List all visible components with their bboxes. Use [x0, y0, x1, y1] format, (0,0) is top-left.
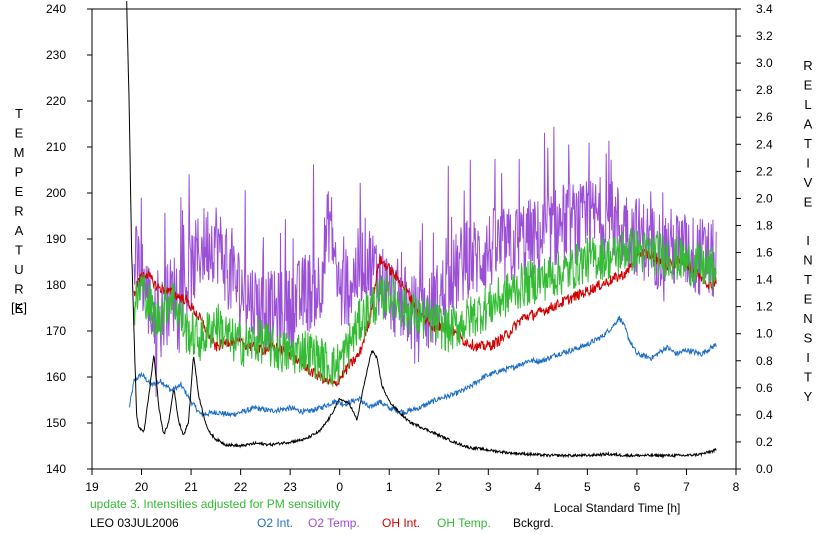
- x-axis-ticks: 19 20 21 22 23 0 1 2 3 4 5 6 7 8: [85, 469, 740, 494]
- legend-entry: O2 Temp.: [308, 516, 360, 530]
- x-tick-label: 21: [184, 480, 198, 494]
- y-right-title-letter: N: [803, 253, 812, 268]
- y-right-tick-label: 2.0: [756, 191, 773, 205]
- y-right-tick-label: 0.2: [756, 435, 773, 449]
- y-right-tick-label: 1.0: [756, 327, 773, 341]
- y-right-title-letter: A: [804, 117, 813, 132]
- y-right-title-letter: N: [803, 311, 812, 326]
- x-tick-label: 0: [336, 480, 343, 494]
- series-line-oh-temp: [133, 228, 717, 387]
- x-tick-label: 2: [435, 480, 442, 494]
- x-tick-label: 8: [733, 480, 740, 494]
- y-left-tick-label: 240: [46, 2, 66, 16]
- y-right-title-letter: I: [806, 156, 810, 171]
- y-left-title-letter: R: [14, 282, 23, 297]
- y-right-title-letter: I: [806, 350, 810, 365]
- y-right-tick-label: 2.4: [756, 137, 773, 151]
- legend: O2 Int. O2 Temp. OH Int. OH Temp. Bckgrd.: [257, 516, 554, 530]
- x-tick-label: 19: [85, 480, 99, 494]
- x-tick-label: 7: [683, 480, 690, 494]
- y-right-title-letter: E: [804, 78, 813, 93]
- legend-entry: OH Temp.: [437, 516, 491, 530]
- y-right-tick-label: 0.0: [756, 462, 773, 476]
- y-right-tick-label: 1.2: [756, 300, 773, 314]
- y-left-tick-label: 200: [46, 186, 66, 200]
- y-right-tick-label: 2.6: [756, 110, 773, 124]
- y-right-title-letter: L: [804, 97, 811, 112]
- y-left-tick-label: 230: [46, 48, 66, 62]
- x-tick-label: 3: [485, 480, 492, 494]
- y-left-title-letter: A: [15, 223, 24, 238]
- y-left-tick-label: 150: [46, 416, 66, 430]
- y-right-tick-label: 3.0: [756, 56, 773, 70]
- series-line-o2-temp: [133, 126, 717, 397]
- legend-entry: Bckgrd.: [513, 516, 554, 530]
- y-right-tick-label: 0.8: [756, 354, 773, 368]
- y-right-title-letter: E: [804, 292, 813, 307]
- y-left-title-letter: R: [14, 204, 23, 219]
- y-left-title-letter: E: [15, 301, 24, 316]
- y-left-title-letter: U: [14, 262, 23, 277]
- y-right-tick-label: 3.4: [756, 2, 773, 16]
- y-left-tick-label: 180: [46, 278, 66, 292]
- y-right-title-letter: T: [804, 136, 812, 151]
- y-left-title-letter: E: [15, 184, 24, 199]
- y-right-title-letter: I: [806, 233, 810, 248]
- note-text: update 3. Intensities adjusted for PM se…: [90, 497, 340, 511]
- y-right-title-letter: S: [804, 331, 813, 346]
- y-left-title-letter: T: [15, 243, 23, 258]
- y-left-tick-label: 160: [46, 370, 66, 384]
- y-right-tick-label: 2.2: [756, 164, 773, 178]
- y-right-tick-label: 2.8: [756, 83, 773, 97]
- y-left-axis-unit: [K]: [11, 300, 27, 315]
- series-layer: [126, 1, 717, 459]
- series-line-o2-int: [128, 315, 717, 418]
- x-tick-label: 5: [584, 480, 591, 494]
- y-left-tick-label: 220: [46, 94, 66, 108]
- y-left-title-letter: M: [14, 145, 25, 160]
- y-right-axis-ticks: 0.0 0.2 0.4 0.6 0.8 1.0 1.2 1.4 1.6 1.8 2.0 2.2 2.4 2…: [736, 2, 773, 476]
- y-right-tick-label: 1.8: [756, 218, 773, 232]
- y-right-title-letter: T: [804, 370, 812, 385]
- y-left-title-letter: P: [15, 165, 24, 180]
- y-right-title-letter: Y: [804, 389, 813, 404]
- x-tick-label: 6: [634, 480, 641, 494]
- y-left-axis-ticks: 140 150 160 170 180 190 200 210 220 230 240: [46, 2, 92, 476]
- y-right-tick-label: 3.2: [756, 29, 773, 43]
- x-tick-label: 20: [135, 480, 149, 494]
- y-right-tick-label: 1.4: [756, 273, 773, 287]
- series-line-bckgrd: [126, 1, 717, 459]
- y-right-title-letter: R: [803, 58, 812, 73]
- y-right-tick-label: 1.6: [756, 246, 773, 260]
- y-left-tick-label: 170: [46, 324, 66, 338]
- y-right-title-letter: E: [804, 195, 813, 210]
- y-left-tick-label: 210: [46, 140, 66, 154]
- x-tick-label: 4: [535, 480, 542, 494]
- y-right-title-letter: T: [804, 272, 812, 287]
- y-right-tick-label: 0.4: [756, 408, 773, 422]
- y-left-title-letter: T: [15, 106, 23, 121]
- x-tick-label: 23: [283, 480, 297, 494]
- x-tick-label: 1: [386, 480, 393, 494]
- x-tick-label: 22: [234, 480, 248, 494]
- legend-entry: O2 Int.: [257, 516, 293, 530]
- y-right-tick-label: 0.6: [756, 381, 773, 395]
- y-right-title-letter: V: [804, 175, 813, 190]
- y-left-title-letter: E: [15, 126, 24, 141]
- legend-entry: OH Int.: [382, 516, 420, 530]
- x-axis-title: Local Standard Time [h]: [554, 501, 681, 515]
- y-left-tick-label: 190: [46, 232, 66, 246]
- station-date-text: LEO 03JUL2006: [90, 516, 179, 530]
- y-left-tick-label: 140: [46, 462, 66, 476]
